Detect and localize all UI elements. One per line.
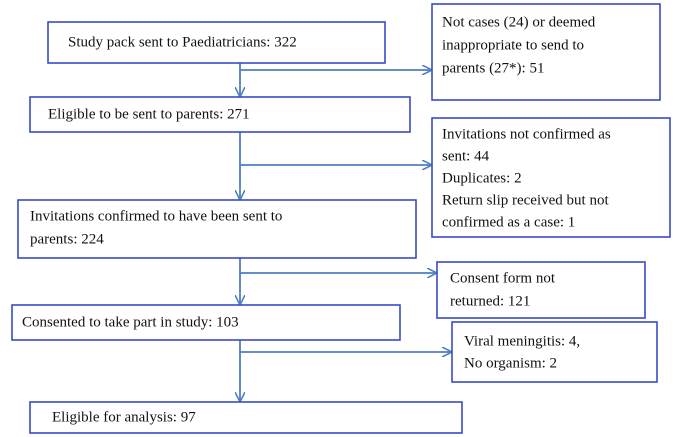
exclusion-box [436,261,646,319]
step-box [11,304,401,341]
step-box [29,96,411,133]
exclusion-text: confirmed as a case: 1 [442,214,575,230]
exclusion-text: Return slip received but not [442,192,609,208]
exclusion-text: Not cases (24) or deemed [442,14,596,30]
exclusion-box [431,3,661,101]
exclusion-box [431,117,671,238]
step-text: Study pack sent to Paediatricians: 322 [68,34,297,50]
step-box [17,199,417,259]
step-text: Consented to take part in study: 103 [22,314,239,330]
step-text: parents: 224 [30,231,104,247]
step-box [47,21,386,64]
exclusion-text: Consent form not [450,270,556,286]
exclusion-text: sent: 44 [442,148,490,164]
exclusion-text: Duplicates: 2 [442,170,522,186]
exclusion-text: parents (27*): 51 [442,60,544,76]
exclusion-text: inappropriate to send to [442,37,584,53]
exclusion-text: returned: 121 [450,293,530,309]
exclusion-text: Viral meningitis: 4, [464,333,580,349]
exclusion-text: No organism: 2 [464,355,557,371]
step-text: Eligible for analysis: 97 [52,409,196,425]
step-text: Eligible to be sent to parents: 271 [48,106,250,122]
step-box [29,401,463,434]
step-text: Invitations confirmed to have been sent … [30,208,282,224]
exclusion-text: Invitations not confirmed as [442,126,611,142]
exclusion-box [451,321,658,383]
